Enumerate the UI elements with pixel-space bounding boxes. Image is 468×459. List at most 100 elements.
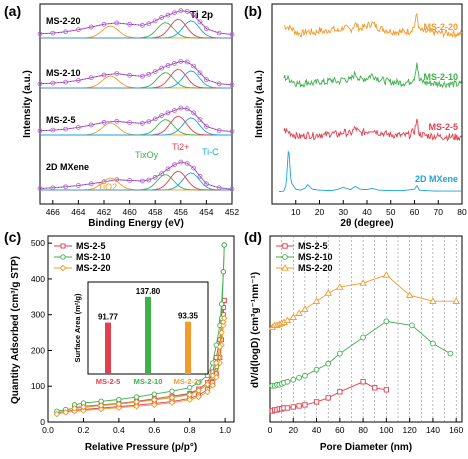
xps-point (203, 181, 209, 187)
pore-point (372, 385, 378, 391)
xps-point (191, 12, 197, 18)
xps-point (178, 59, 184, 64)
xps-point (50, 127, 56, 133)
xps-point (146, 119, 152, 124)
xps-point (101, 72, 107, 78)
c-ytick-label: 100 (31, 381, 45, 391)
pore-point (290, 404, 296, 410)
d-xtick-label: 0 (268, 425, 273, 435)
xps-point (171, 10, 177, 16)
isotherm-point (195, 387, 202, 394)
pore-point (283, 316, 292, 323)
isotherm-point (133, 398, 140, 406)
xps-point (159, 113, 165, 118)
xps-point (88, 181, 94, 187)
xps-point (165, 110, 171, 116)
isotherm-point (151, 391, 157, 397)
xps-point (191, 63, 197, 69)
xps-point (139, 120, 145, 126)
xps-point (139, 73, 145, 79)
xps-component-ti-c (40, 117, 232, 136)
panel-d-chart: Pore Diameter (nm) dV/d(logD) (cm³g⁻¹nm⁻… (250, 235, 464, 453)
xps-point (152, 69, 158, 74)
b-xtick-label: 10 (291, 207, 301, 217)
pore-point (382, 271, 391, 278)
xps-point (127, 120, 133, 125)
pore-point (383, 318, 390, 325)
component-label-tixoy: TixOy (135, 150, 159, 160)
a-xtick-label: 458 (148, 207, 162, 217)
xps-point (171, 108, 177, 113)
pore-point (409, 322, 415, 329)
d-xtick-label: 100 (379, 425, 393, 435)
inset-value-ms-2-20: 93.35 (178, 312, 199, 321)
xps-fit-2d-mxene (39, 161, 233, 190)
stack-label-ms-2-20: MS-2-20 (46, 16, 81, 26)
xps-point (184, 160, 190, 166)
xps-point (165, 166, 171, 172)
pore-point (383, 387, 390, 393)
pore-point (447, 350, 454, 357)
c-ytick-label: 500 (31, 238, 45, 248)
panel-d-label: (d) (244, 229, 262, 245)
pore-point (296, 374, 302, 381)
b-xtick-label: 70 (434, 207, 444, 217)
panel-a-frame (39, 3, 233, 205)
pore-point (405, 291, 414, 298)
isotherm-point (195, 380, 202, 386)
isotherm-point (168, 394, 176, 401)
xps-fit-ms-2-10 (39, 61, 233, 86)
xps-point (171, 61, 177, 66)
panel-a-chart: Ti 2p Binding Energy (eV) Intensity (a.u… (22, 3, 239, 229)
xps-point (88, 122, 94, 128)
panel-d-ylabel: dV/d(logD) (cm³g⁻¹nm⁻¹) (250, 272, 261, 388)
isotherm-point (221, 315, 228, 322)
isotherm-point (218, 329, 225, 336)
xps-component-ti-c (40, 70, 232, 89)
isotherm-point (186, 391, 193, 399)
xps-point (76, 125, 81, 130)
panel-b-label: (b) (244, 3, 262, 19)
a-xtick-label: 466 (46, 207, 60, 217)
xps-point (88, 24, 94, 30)
xrd-curve-2d-mxene (279, 150, 462, 193)
xps-point (139, 22, 145, 28)
pore-point (301, 305, 309, 312)
d-xtick-label: 140 (426, 425, 440, 435)
a-xtick-label: 452 (225, 207, 239, 217)
isotherm-point (97, 402, 105, 409)
d-xtick-label: 60 (335, 425, 345, 435)
xps-point (139, 178, 145, 184)
panel-c-frame (47, 235, 235, 423)
xps-point (127, 72, 133, 78)
xps-point (114, 20, 120, 26)
pore-point (295, 309, 303, 316)
isotherm-point (169, 388, 175, 394)
isotherm-point (115, 400, 123, 408)
pore-point (325, 360, 332, 367)
xps-point (184, 8, 190, 14)
pore-point (325, 395, 331, 401)
panel-c-chart: Relative Pressure (p/p°) Quantity Adsorb… (10, 235, 235, 453)
pore-point (284, 378, 291, 385)
d-xtick-label: 40 (312, 425, 322, 435)
xps-point (171, 162, 177, 168)
xrd-curve-ms-2-5 (283, 118, 463, 142)
a-xtick-label: 456 (174, 207, 188, 217)
xps-point (203, 77, 209, 83)
xps-point (63, 29, 68, 35)
d-legend-marker-ms-2-5 (282, 243, 288, 249)
b-xtick-label: 40 (362, 207, 372, 217)
pore-point (360, 379, 366, 385)
inset-value-ms-2-10: 137.80 (136, 287, 161, 296)
xps-point (101, 119, 107, 125)
d-legend-marker-ms-2-10 (282, 254, 288, 260)
panel-c-ylabel: Quantity Adsorbed (cm³/g STP) (10, 256, 21, 404)
xps-point (229, 32, 235, 37)
xps-point (229, 82, 235, 88)
xrd-curve-ms-2-10 (283, 62, 463, 89)
c-xtick-label: 0.2 (78, 425, 90, 435)
panel-a-xlabel: Binding Energy (eV) (88, 218, 184, 229)
xps-point (184, 106, 190, 112)
d-xtick-label: 80 (358, 425, 368, 435)
